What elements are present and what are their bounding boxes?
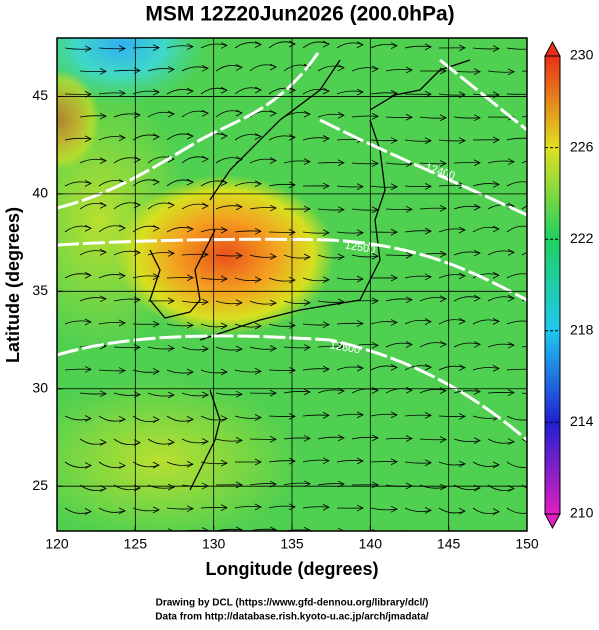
credit: Drawing by DCL (https://www.gfd-dennou.o… <box>156 598 429 609</box>
x-tick-label: 125 <box>124 536 148 552</box>
y-tick-label: 30 <box>32 379 48 395</box>
x-tick-label: 135 <box>280 536 304 552</box>
colorbar-tick-label: 226 <box>570 138 594 154</box>
streamline-arrow <box>527 319 533 325</box>
streamline-arrow <box>474 532 480 538</box>
x-tick-label: 150 <box>515 536 539 552</box>
streamline-arrow <box>527 180 533 186</box>
streamline-arrow <box>527 272 533 278</box>
colorbar-tick-label: 230 <box>570 47 594 63</box>
y-tick-label: 35 <box>32 282 48 298</box>
colorbar-tick-label: 214 <box>570 413 594 429</box>
field-shade <box>20 380 300 540</box>
streamline-arrow <box>527 462 533 468</box>
x-tick-label: 130 <box>202 536 226 552</box>
streamline-arrow <box>527 367 533 373</box>
x-tick-label: 145 <box>437 536 461 552</box>
x-tick-label: 120 <box>45 536 69 552</box>
streamline-arrow <box>527 91 533 97</box>
y-axis-label: Latitude (degrees) <box>3 207 23 363</box>
streamline-arrow <box>527 46 533 52</box>
streamline-arrow <box>508 531 514 537</box>
y-tick-label: 25 <box>32 477 48 493</box>
colorbar-extend <box>545 42 560 56</box>
colorbar-tick-label: 222 <box>570 230 594 246</box>
streamline-arrow <box>527 225 533 231</box>
colorbar-tick-label: 218 <box>570 322 594 338</box>
x-axis-label: Longitude (degrees) <box>205 559 378 579</box>
streamline-arrow <box>527 508 533 514</box>
streamline <box>522 71 548 72</box>
y-tick-label: 40 <box>32 185 48 201</box>
colorbar-extend <box>545 514 560 528</box>
x-tick-label: 140 <box>359 536 383 552</box>
field: 12400 12500 12600 <box>10 0 548 540</box>
streamline-arrow <box>542 531 548 537</box>
streamline-arrow <box>527 416 533 422</box>
y-tick-label: 45 <box>32 87 48 103</box>
streamline <box>488 531 514 536</box>
credit: Data from http://database.rish.kyoto-u.a… <box>155 612 429 623</box>
colorbar-tick-label: 210 <box>570 505 594 521</box>
colorbar <box>545 56 560 514</box>
streamline-arrow <box>527 136 533 142</box>
title: MSM 12Z20Jun2026 (200.0hPa) <box>145 3 454 26</box>
field-shade <box>20 70 100 170</box>
